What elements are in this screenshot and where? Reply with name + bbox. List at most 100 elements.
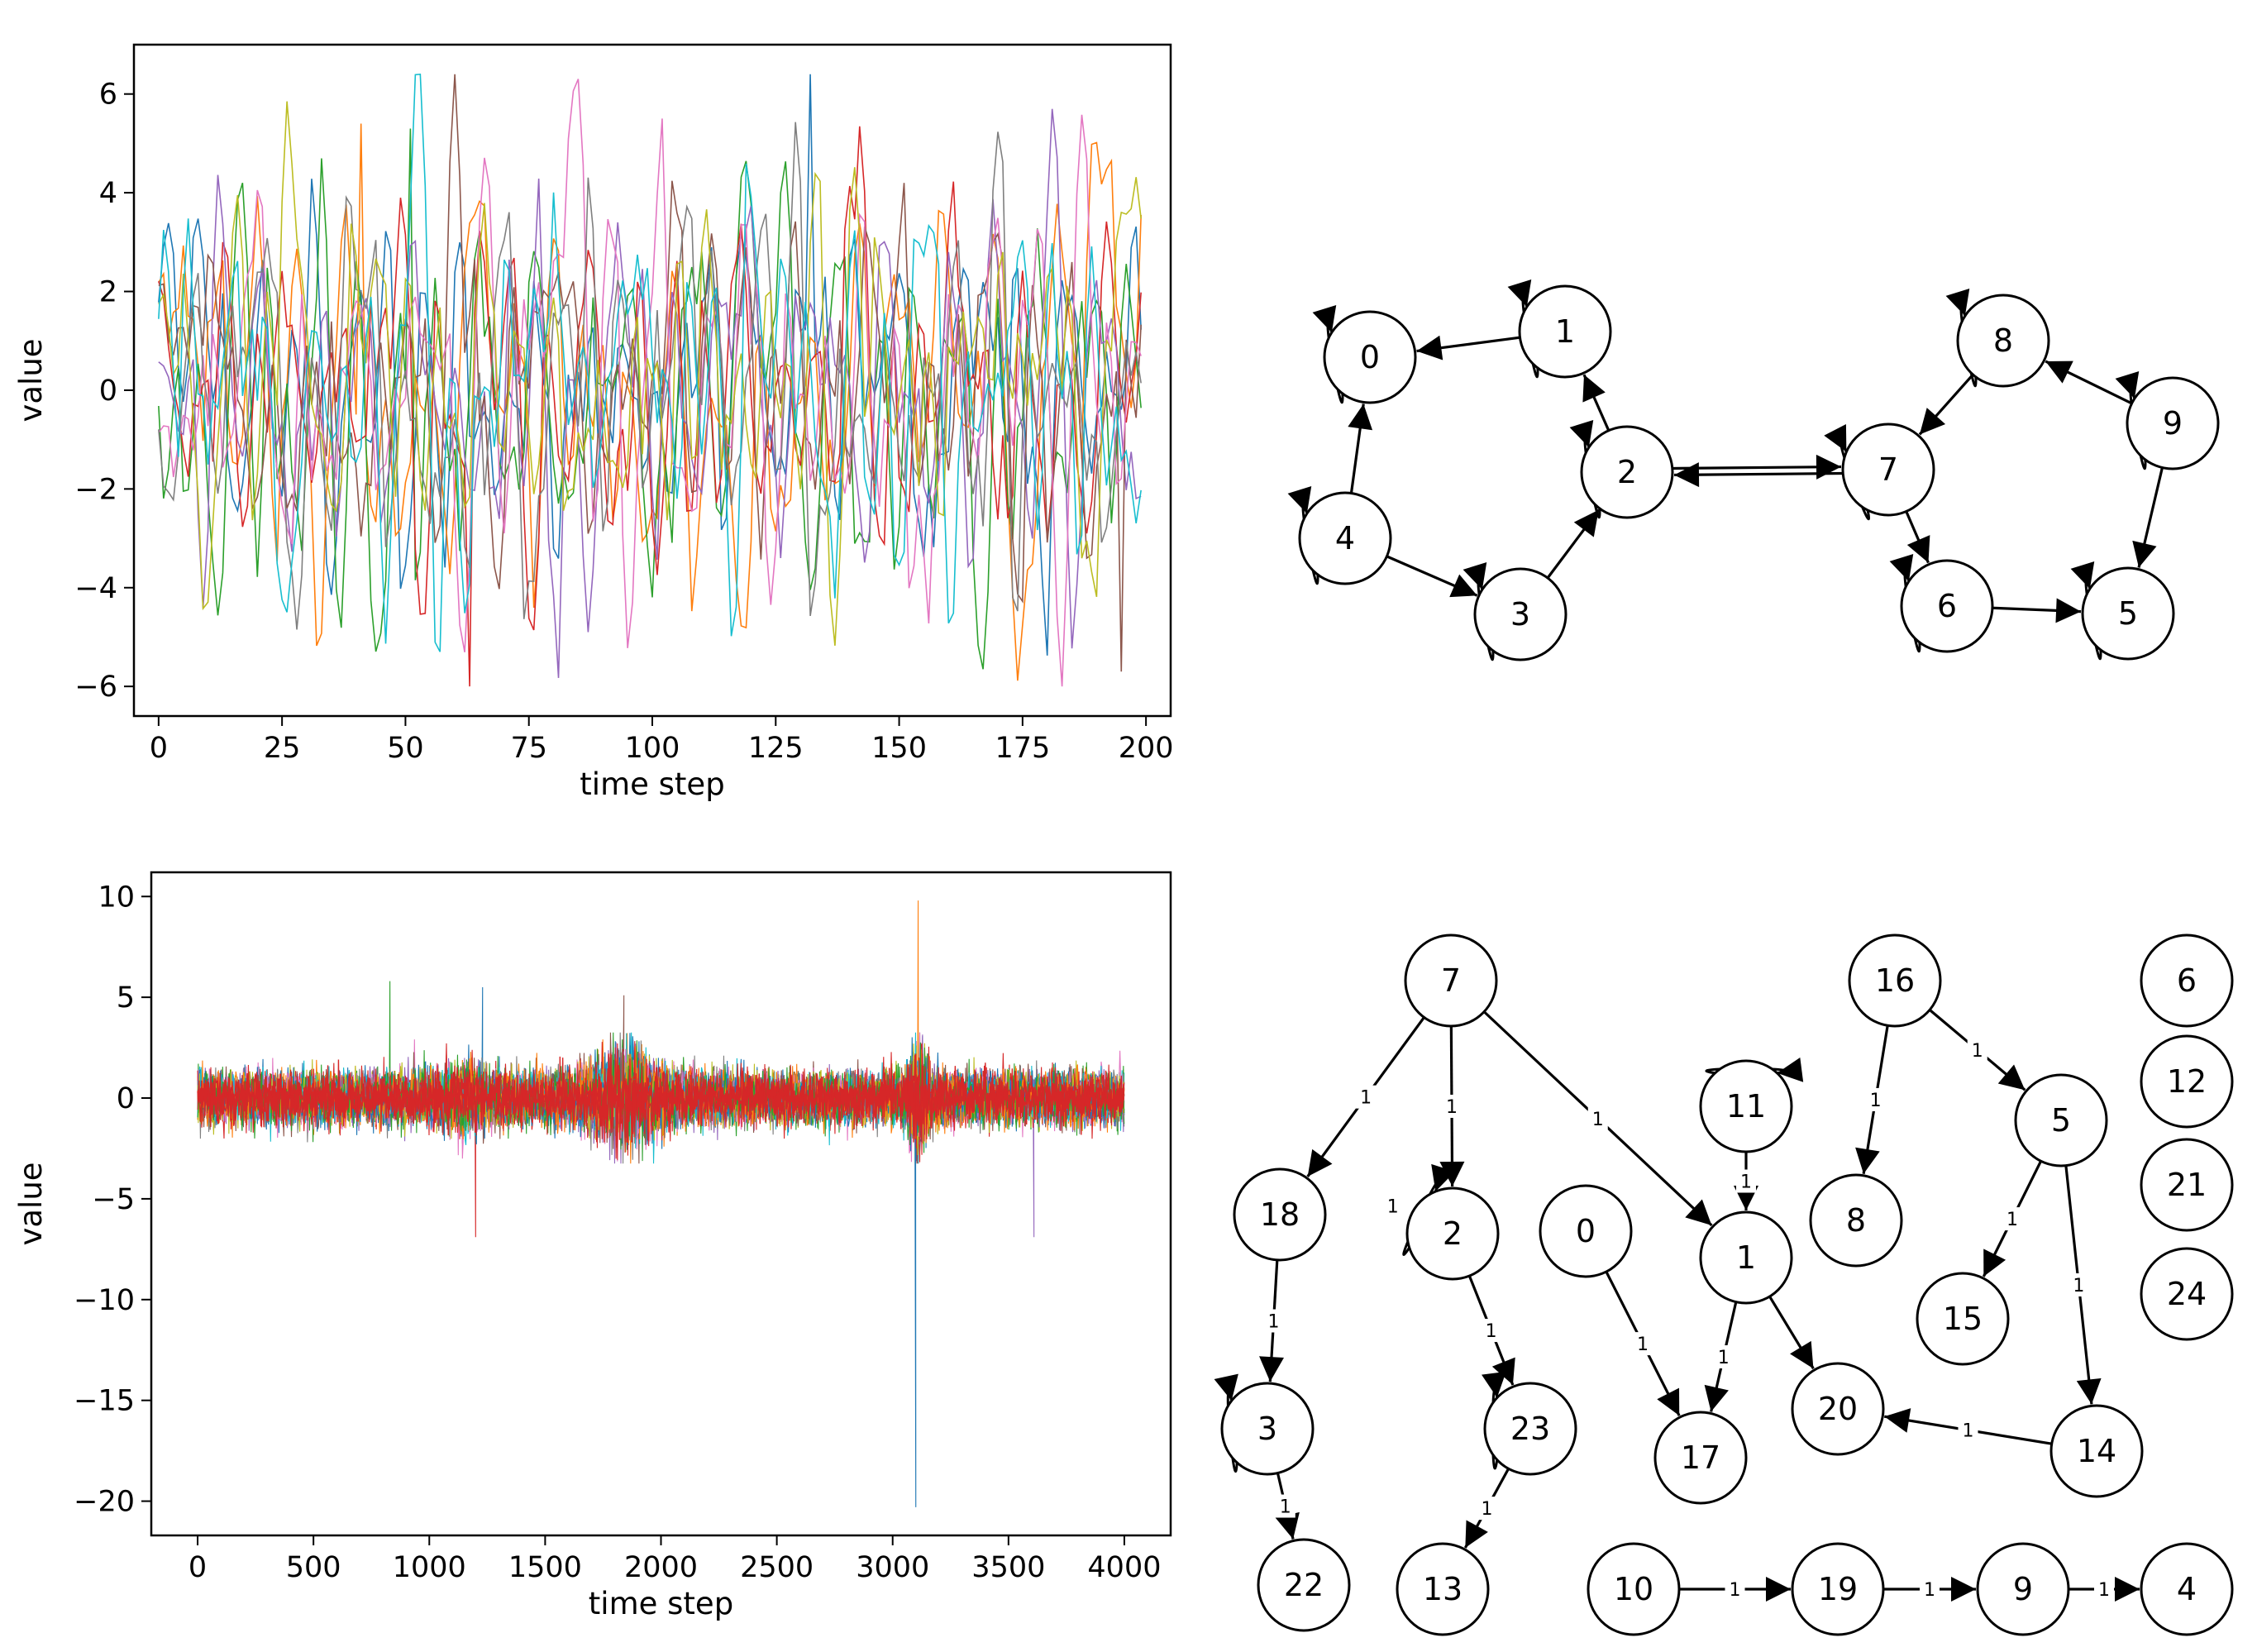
graph-edge: 1 xyxy=(1605,1271,1681,1416)
graph-edge xyxy=(1546,508,1601,579)
node-label: 5 xyxy=(2051,1102,2071,1139)
node-circle xyxy=(1699,1059,1793,1153)
node-label: 17 xyxy=(1681,1440,1720,1476)
graph-node: 24 xyxy=(2140,1247,2234,1341)
graph-edge: 1 xyxy=(1275,1473,1300,1540)
node-circle xyxy=(1396,1542,1490,1636)
node-circle xyxy=(1653,1411,1748,1505)
node-label: 4 xyxy=(1335,520,1355,556)
x-tick-label: 125 xyxy=(748,732,804,765)
graph-edge: 1 xyxy=(1734,1152,1758,1210)
x-tick-label: 75 xyxy=(510,732,547,765)
node-label: 19 xyxy=(1818,1571,1858,1607)
node-label: 18 xyxy=(1260,1196,1300,1233)
node-circle xyxy=(1220,1382,1315,1476)
node-circle xyxy=(1473,567,1567,661)
edge-line xyxy=(1768,1296,1815,1370)
node-label: 4 xyxy=(2177,1571,2197,1607)
node-circle xyxy=(1900,559,1994,653)
graph-edge: 1 xyxy=(1467,1275,1515,1386)
graph-node: 8 xyxy=(1956,294,2050,388)
graph-node: 12 xyxy=(2140,1034,2234,1129)
node-label: 6 xyxy=(1937,588,1957,624)
edge-label: 1 xyxy=(1924,1580,1935,1601)
x-tick-label: 4000 xyxy=(1087,1551,1161,1584)
node-circle xyxy=(1587,1542,1681,1636)
node-circle xyxy=(1791,1542,1885,1636)
graph-edge xyxy=(1918,373,1974,436)
graph-node: 2 xyxy=(1405,1186,1500,1281)
edge-label: 1 xyxy=(1592,1110,1604,1130)
graph-edge xyxy=(1416,335,1520,360)
graph-node: 7 xyxy=(1841,423,1935,517)
node-label: 6 xyxy=(2177,962,2197,999)
graph-node: 5 xyxy=(2081,566,2175,661)
node-label: 2 xyxy=(1443,1215,1463,1252)
node-label: 16 xyxy=(1875,962,1915,999)
graph-node: 17 xyxy=(1653,1411,1748,1505)
edge-label-bg xyxy=(1713,1345,1734,1369)
y-tick-label: −5 xyxy=(92,1183,135,1216)
y-tick-label: −2 xyxy=(74,473,117,506)
graph-node: 6 xyxy=(1900,559,1994,653)
chart-a-axes: 0 25 50 75 100 125 150 175 200 −6 −4 −2 0 2 4 6 time ste… xyxy=(13,79,1174,802)
node-circle xyxy=(2140,1542,2234,1636)
graph-node: 0 xyxy=(1539,1184,1633,1278)
node-label: 7 xyxy=(1441,962,1461,999)
graph-node: 19 xyxy=(1791,1542,1885,1636)
edge-label: 1 xyxy=(1730,1580,1741,1601)
graph-node: 1 xyxy=(1699,1210,1793,1305)
node-circle xyxy=(1298,491,1392,585)
graph-node: 8 xyxy=(1809,1173,1903,1268)
edge-label: 1 xyxy=(1870,1091,1882,1111)
chart-a-series xyxy=(158,73,1142,687)
node-label: 0 xyxy=(1360,339,1380,375)
edge-label-bg xyxy=(1633,1332,1653,1356)
y-tick-label: 0 xyxy=(99,375,117,408)
graph-node: 16 xyxy=(1848,933,1942,1028)
x-tick-label: 50 xyxy=(387,732,424,765)
graph-node: 7 xyxy=(1404,933,1498,1028)
node-label: 8 xyxy=(1846,1202,1866,1239)
node-circle xyxy=(1518,284,1612,379)
graph-edge: 1 xyxy=(1704,1301,1738,1412)
node-circle xyxy=(1405,1186,1500,1281)
node-circle xyxy=(1580,425,1674,519)
graph-node: 10 xyxy=(1587,1542,1681,1636)
graph-edge: 1 xyxy=(1306,1016,1425,1177)
edge-label-bg xyxy=(1865,1088,1886,1112)
edge-label: 1 xyxy=(1481,1499,1492,1520)
x-tick-label: 1000 xyxy=(393,1551,466,1584)
graph-edge: 1 xyxy=(2069,1577,2140,1602)
y-tick-label: 4 xyxy=(99,177,117,210)
node-circle xyxy=(1841,423,1935,517)
series-line xyxy=(158,122,1142,630)
x-tick-label: 175 xyxy=(995,732,1050,765)
node-circle xyxy=(1257,1538,1351,1632)
graph-edge: 1 xyxy=(1463,1468,1510,1549)
series-line xyxy=(158,101,1142,646)
x-tick-label: 0 xyxy=(150,732,168,765)
node-circle xyxy=(1233,1167,1327,1262)
node-label: 20 xyxy=(1818,1391,1858,1427)
graph-edge: 1 xyxy=(1855,1025,1889,1174)
edge-label: 1 xyxy=(2098,1580,2110,1601)
graph-node: 0 xyxy=(1323,310,1417,404)
graph-node: 20 xyxy=(1791,1362,1885,1456)
edge-line xyxy=(1918,373,1974,436)
node-label: 14 xyxy=(2077,1433,2116,1469)
graph-node: 13 xyxy=(1396,1542,1490,1636)
series-line xyxy=(158,126,1142,687)
node-circle xyxy=(1699,1210,1793,1305)
chart-c-series xyxy=(197,900,1125,1507)
node-label: 21 xyxy=(2167,1167,2207,1203)
node-label: 9 xyxy=(2163,405,2183,442)
edge-line xyxy=(1905,510,1930,564)
chart-time-series-4000: 0 500 1000 1500 2000 2500 3000 3500 4000 −20 −15 −1… xyxy=(13,871,1172,1621)
graph-edge xyxy=(2132,467,2164,568)
edge-line xyxy=(2045,360,2133,405)
edge-line xyxy=(2132,467,2164,568)
graph-edge: 1 xyxy=(1483,1010,1713,1227)
graph-edge xyxy=(1386,555,1478,598)
